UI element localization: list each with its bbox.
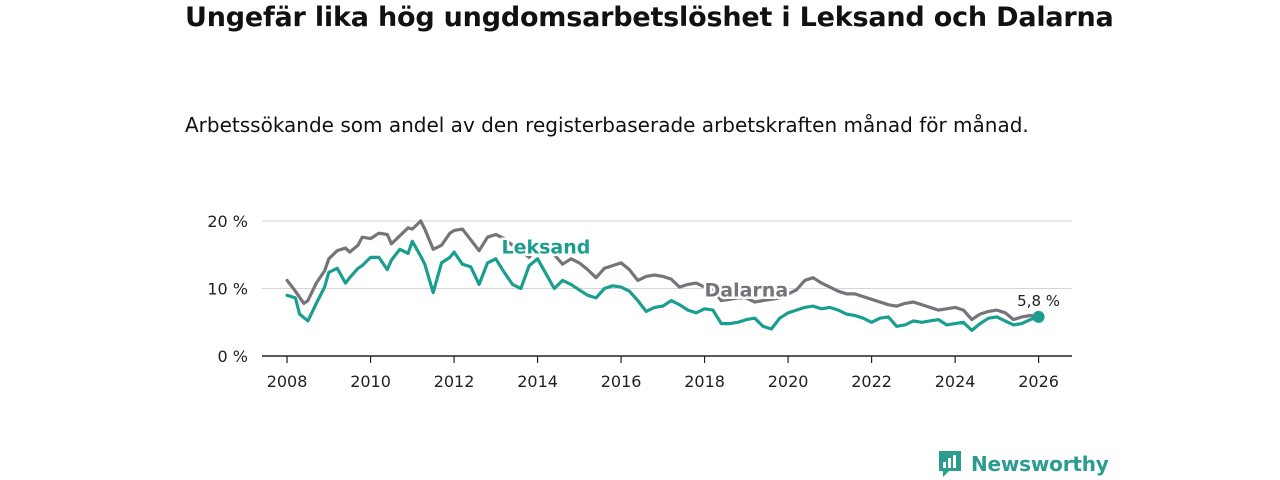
brand-name: Newsworthy	[971, 452, 1109, 476]
y-tick-label: 20 %	[207, 212, 248, 231]
x-tick-label: 2014	[517, 372, 558, 391]
series-label-dalarna: Dalarna	[705, 280, 789, 302]
brand-logo: Newsworthy	[937, 449, 1109, 479]
series-line-dalarna	[285, 219, 1041, 322]
x-tick-label: 2008	[267, 372, 308, 391]
y-tick-label: 10 %	[207, 280, 248, 299]
chart-title: Ungefär lika hög ungdomsarbetslöshet i L…	[185, 2, 1114, 33]
x-tick-label: 2020	[768, 372, 809, 391]
series-label-leksand: Leksand	[501, 236, 590, 258]
x-tick-label: 2022	[851, 372, 892, 391]
y-tick-label: 0 %	[218, 347, 248, 366]
newsworthy-logo-icon	[939, 451, 961, 477]
chart-subtitle: Arbetssökande som andel av den registerb…	[185, 113, 1029, 137]
x-tick-label: 2012	[434, 372, 475, 391]
x-tick-label: 2026	[1018, 372, 1059, 391]
x-tick-label: 2018	[684, 372, 725, 391]
x-tick-label: 2024	[935, 372, 976, 391]
series-line-leksand	[285, 239, 1041, 332]
x-tick-label: 2010	[350, 372, 391, 391]
end-point-marker	[1032, 310, 1045, 323]
end-value-label: 5,8 %	[1017, 292, 1060, 310]
x-tick-label: 2016	[601, 372, 642, 391]
